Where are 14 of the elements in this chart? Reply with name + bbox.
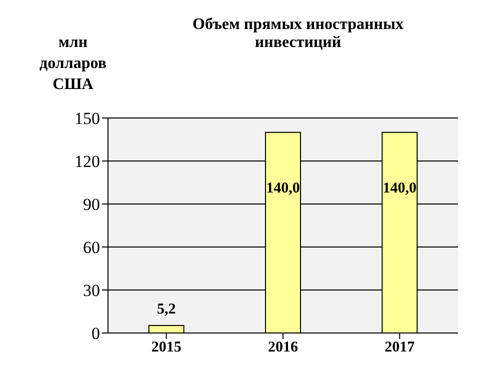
y-tick-label: 60 <box>83 238 100 258</box>
x-tick-label: 2017 <box>384 340 416 356</box>
x-tick-label: 2016 <box>268 340 298 356</box>
data-label: 5,2 <box>156 302 176 318</box>
y-tick-label: 0 <box>92 324 100 344</box>
data-label: 140,0 <box>382 180 417 197</box>
x-tick-label: 2015 <box>151 340 182 356</box>
y-tick-label: 120 <box>74 152 100 172</box>
data-label: 140,0 <box>266 180 300 197</box>
y-tick-label: 90 <box>83 195 100 214</box>
chart-title: Объем прямых иностранных инвестиций <box>192 16 404 52</box>
y-axis-title: млн долларов США <box>38 33 108 95</box>
y-tick-label: 30 <box>83 281 100 300</box>
y-tick-label: 150 <box>74 109 100 128</box>
